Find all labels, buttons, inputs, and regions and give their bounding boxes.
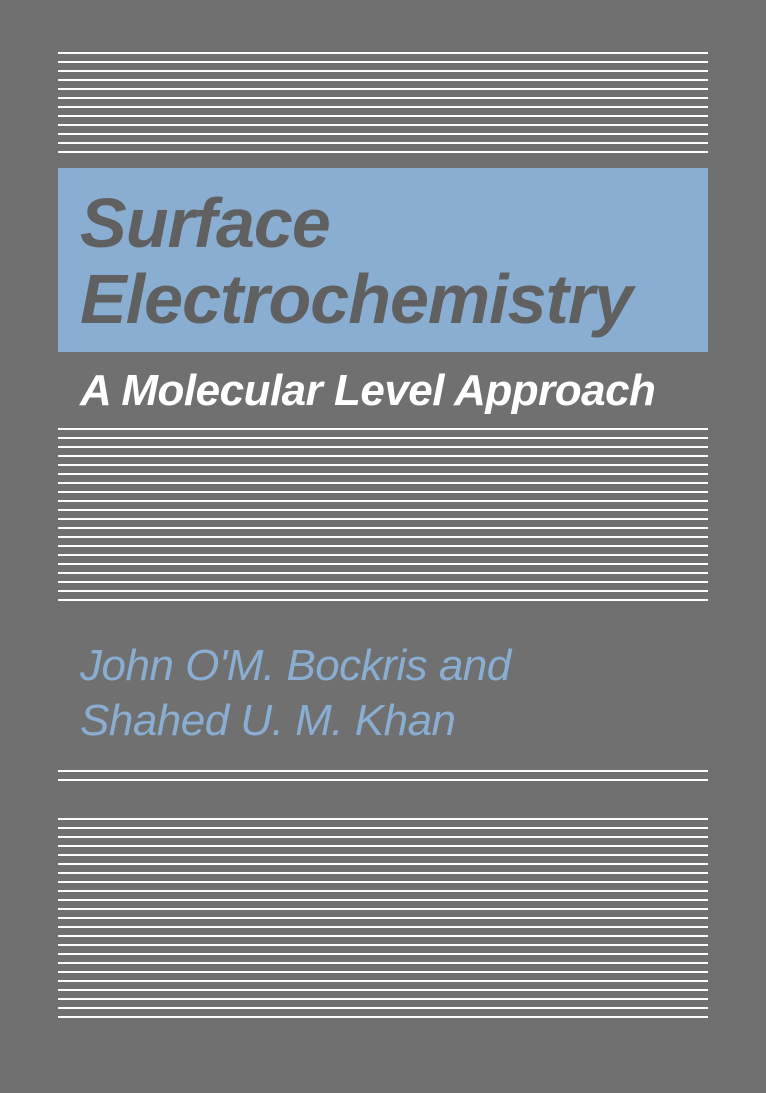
subtitle: A Molecular Level Approach (80, 366, 655, 416)
rule-lines-top (58, 52, 708, 160)
rule-lines-short (58, 770, 708, 788)
authors: John O'M. Bockris and Shahed U. M. Khan (80, 638, 511, 748)
author-line-1: John O'M. Bockris and (80, 638, 511, 693)
title-block: Surface Electrochemistry (58, 168, 708, 352)
rule-lines-bottom (58, 818, 708, 1025)
rule-lines-mid (58, 428, 708, 608)
author-line-2: Shahed U. M. Khan (80, 693, 511, 748)
title-line-1: Surface (80, 188, 686, 258)
title-line-2: Electrochemistry (80, 264, 686, 334)
book-cover: Surface Electrochemistry A Molecular Lev… (0, 0, 766, 1093)
